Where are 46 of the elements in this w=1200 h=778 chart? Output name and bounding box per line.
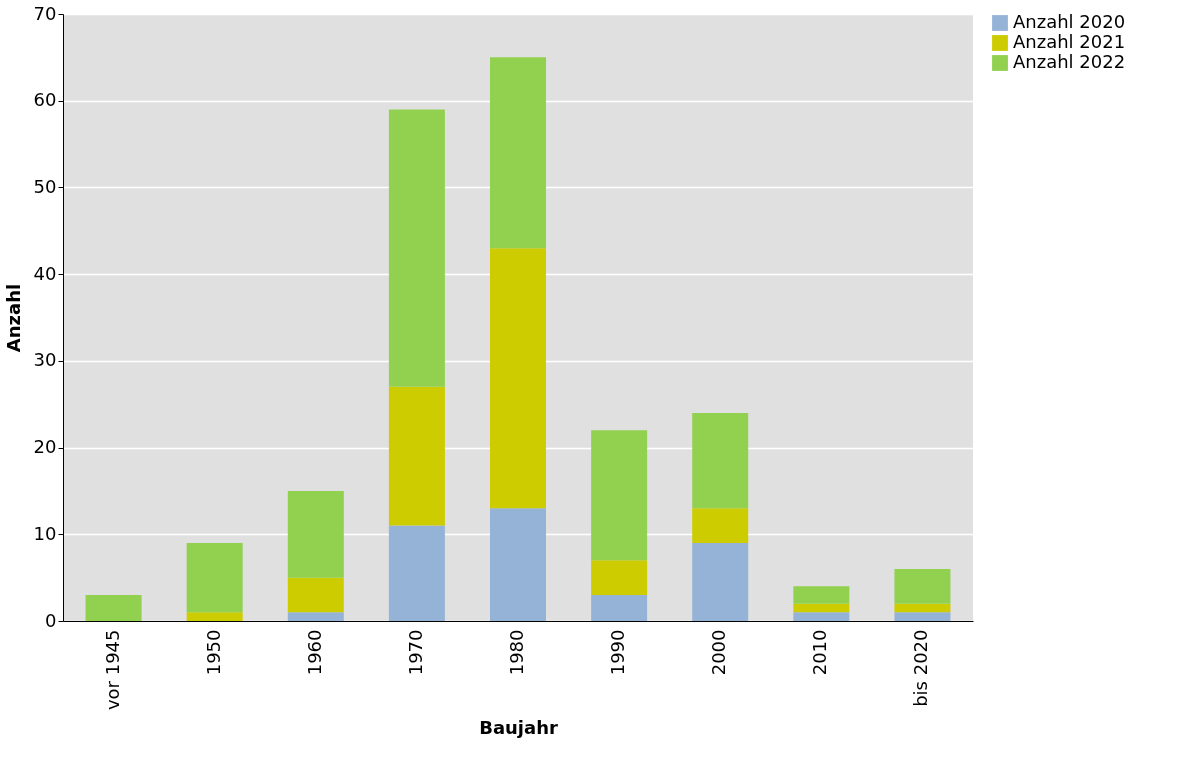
bar [591,594,648,621]
bar [793,603,850,613]
bar [591,560,648,595]
x-tick-label: 2010 [809,629,831,676]
bar [591,430,648,561]
y-axis-title: Anzahl [2,283,24,353]
y-tick-label: 70 [33,2,57,24]
x-tick-label: 1990 [607,629,629,676]
bar [793,612,850,621]
x-tick-label: 1970 [404,629,426,676]
bar [186,542,243,613]
x-tick-label: vor 1945 [101,629,123,711]
bar [692,508,749,543]
y-tick-label: 50 [33,175,57,197]
x-axis-title: Baujahr [479,717,558,739]
x-tick-label: 1960 [303,629,325,676]
bar [894,568,951,604]
y-tick-label: 40 [33,262,57,284]
x-tick-label: 1950 [202,629,224,676]
bar [85,594,142,621]
bar [490,248,546,509]
bar [894,612,951,621]
bar [186,612,243,621]
x-tick-label: 1980 [506,629,527,676]
bar [692,542,749,621]
legend-label: Anzahl 2020 [1013,11,1126,32]
y-tick-label: 30 [33,349,57,371]
bar [894,603,951,613]
legend-label: Anzahl 2022 [1013,51,1126,72]
y-tick-label: 20 [33,436,57,458]
bar [490,508,546,621]
bar [287,577,344,613]
bar [490,57,546,249]
bar [388,386,445,526]
y-tick-label: 60 [33,89,57,111]
legend-label: Anzahl 2021 [1013,31,1126,52]
x-tick-label: 2000 [708,629,730,676]
y-tick-label: 0 [45,609,57,631]
bar [287,490,344,578]
bar [692,412,749,509]
bar [388,109,445,387]
bar [793,586,850,604]
bar [388,525,445,621]
bar [287,612,344,621]
y-tick-label: 10 [33,522,57,544]
x-tick-label: bis 2020 [910,629,932,707]
